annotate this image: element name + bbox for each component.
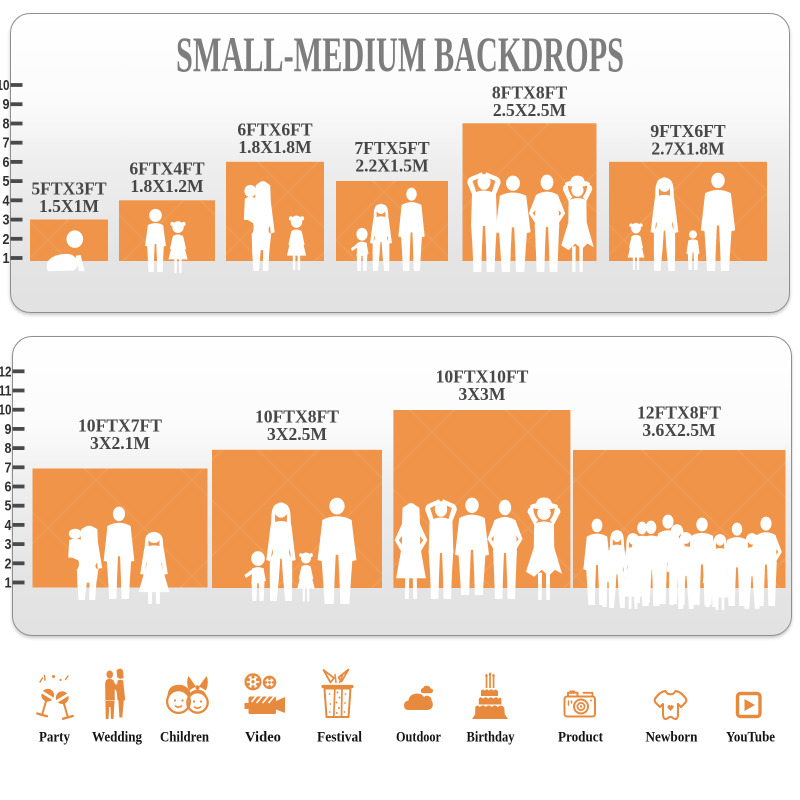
svg-text:3X3M: 3X3M	[459, 384, 506, 404]
svg-text:8FTX8FT: 8FTX8FT	[492, 83, 568, 103]
svg-text:7FTX5FT: 7FTX5FT	[354, 138, 430, 158]
svg-text:10FTX8FT: 10FTX8FT	[255, 407, 339, 427]
svg-text:5: 5	[5, 498, 12, 515]
svg-text:Festival: Festival	[317, 730, 362, 746]
svg-text:3X2.1M: 3X2.1M	[90, 433, 150, 453]
svg-text:1.5X1M: 1.5X1M	[39, 196, 99, 216]
svg-text:1: 1	[3, 250, 10, 267]
svg-text:10: 10	[0, 402, 12, 419]
svg-text:2.2X1.5M: 2.2X1.5M	[355, 155, 429, 175]
svg-text:10FTX10FT: 10FTX10FT	[436, 367, 529, 387]
svg-text:Outdoor: Outdoor	[396, 730, 441, 746]
svg-text:10FTX7FT: 10FTX7FT	[78, 416, 162, 436]
svg-text:11: 11	[0, 383, 12, 400]
svg-text:3: 3	[3, 212, 10, 229]
svg-text:4: 4	[3, 192, 11, 209]
svg-text:9: 9	[5, 421, 12, 438]
svg-text:YouTube: YouTube	[726, 730, 775, 746]
svg-text:3.6X2.5M: 3.6X2.5M	[642, 420, 716, 440]
svg-text:3X2.5M: 3X2.5M	[267, 424, 327, 444]
svg-text:Video: Video	[245, 730, 281, 746]
svg-text:8: 8	[3, 116, 10, 133]
svg-text:10: 10	[0, 77, 10, 94]
svg-text:Wedding: Wedding	[92, 730, 142, 746]
svg-text:Birthday: Birthday	[467, 730, 515, 746]
svg-text:Children: Children	[160, 730, 210, 746]
svg-text:Product: Product	[558, 730, 603, 746]
svg-text:2.7X1.8M: 2.7X1.8M	[651, 138, 725, 158]
svg-text:5: 5	[3, 173, 10, 190]
svg-text:8: 8	[5, 440, 12, 457]
svg-text:6FTX6FT: 6FTX6FT	[237, 120, 313, 140]
svg-text:7: 7	[5, 459, 12, 476]
svg-text:SMALL-MEDIUM BACKDROPS: SMALL-MEDIUM BACKDROPS	[176, 26, 624, 82]
svg-text:5FTX3FT: 5FTX3FT	[31, 179, 107, 199]
svg-text:6: 6	[5, 479, 12, 496]
svg-text:Newborn: Newborn	[646, 730, 699, 746]
svg-text:12: 12	[0, 363, 12, 380]
svg-text:12FTX8FT: 12FTX8FT	[637, 403, 721, 423]
svg-text:6FTX4FT: 6FTX4FT	[129, 159, 205, 179]
svg-text:2: 2	[3, 231, 10, 248]
svg-text:2: 2	[5, 555, 12, 572]
svg-text:1: 1	[5, 575, 12, 592]
svg-text:Party: Party	[39, 730, 70, 746]
svg-text:9: 9	[3, 96, 10, 113]
svg-text:1.8X1.8M: 1.8X1.8M	[238, 137, 312, 157]
svg-text:6: 6	[3, 154, 10, 171]
svg-text:4: 4	[5, 517, 13, 534]
svg-text:1.8X1.2M: 1.8X1.2M	[130, 176, 204, 196]
svg-text:9FTX6FT: 9FTX6FT	[650, 121, 726, 141]
svg-text:3: 3	[5, 536, 12, 553]
svg-text:2.5X2.5M: 2.5X2.5M	[493, 100, 567, 120]
svg-text:7: 7	[3, 135, 10, 152]
